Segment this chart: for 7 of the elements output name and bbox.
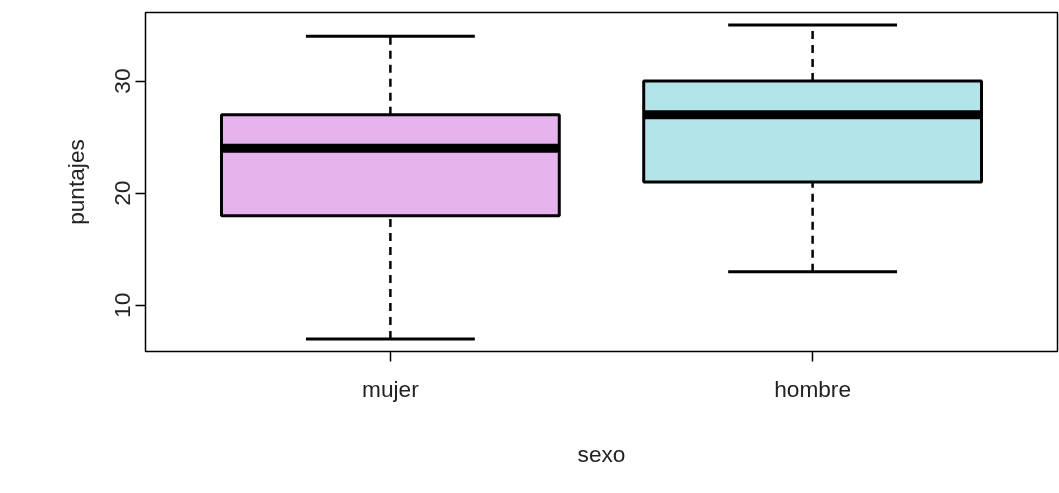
x-axis-title: sexo bbox=[577, 440, 626, 467]
y-axis-title: puntajes bbox=[62, 139, 89, 225]
x-tick-label: mujer bbox=[362, 375, 420, 402]
y-tick-label: 10 bbox=[109, 292, 136, 318]
y-tick-label: 20 bbox=[109, 180, 136, 206]
x-tick-label: hombre bbox=[774, 375, 852, 402]
y-tick-label: 30 bbox=[109, 68, 136, 94]
